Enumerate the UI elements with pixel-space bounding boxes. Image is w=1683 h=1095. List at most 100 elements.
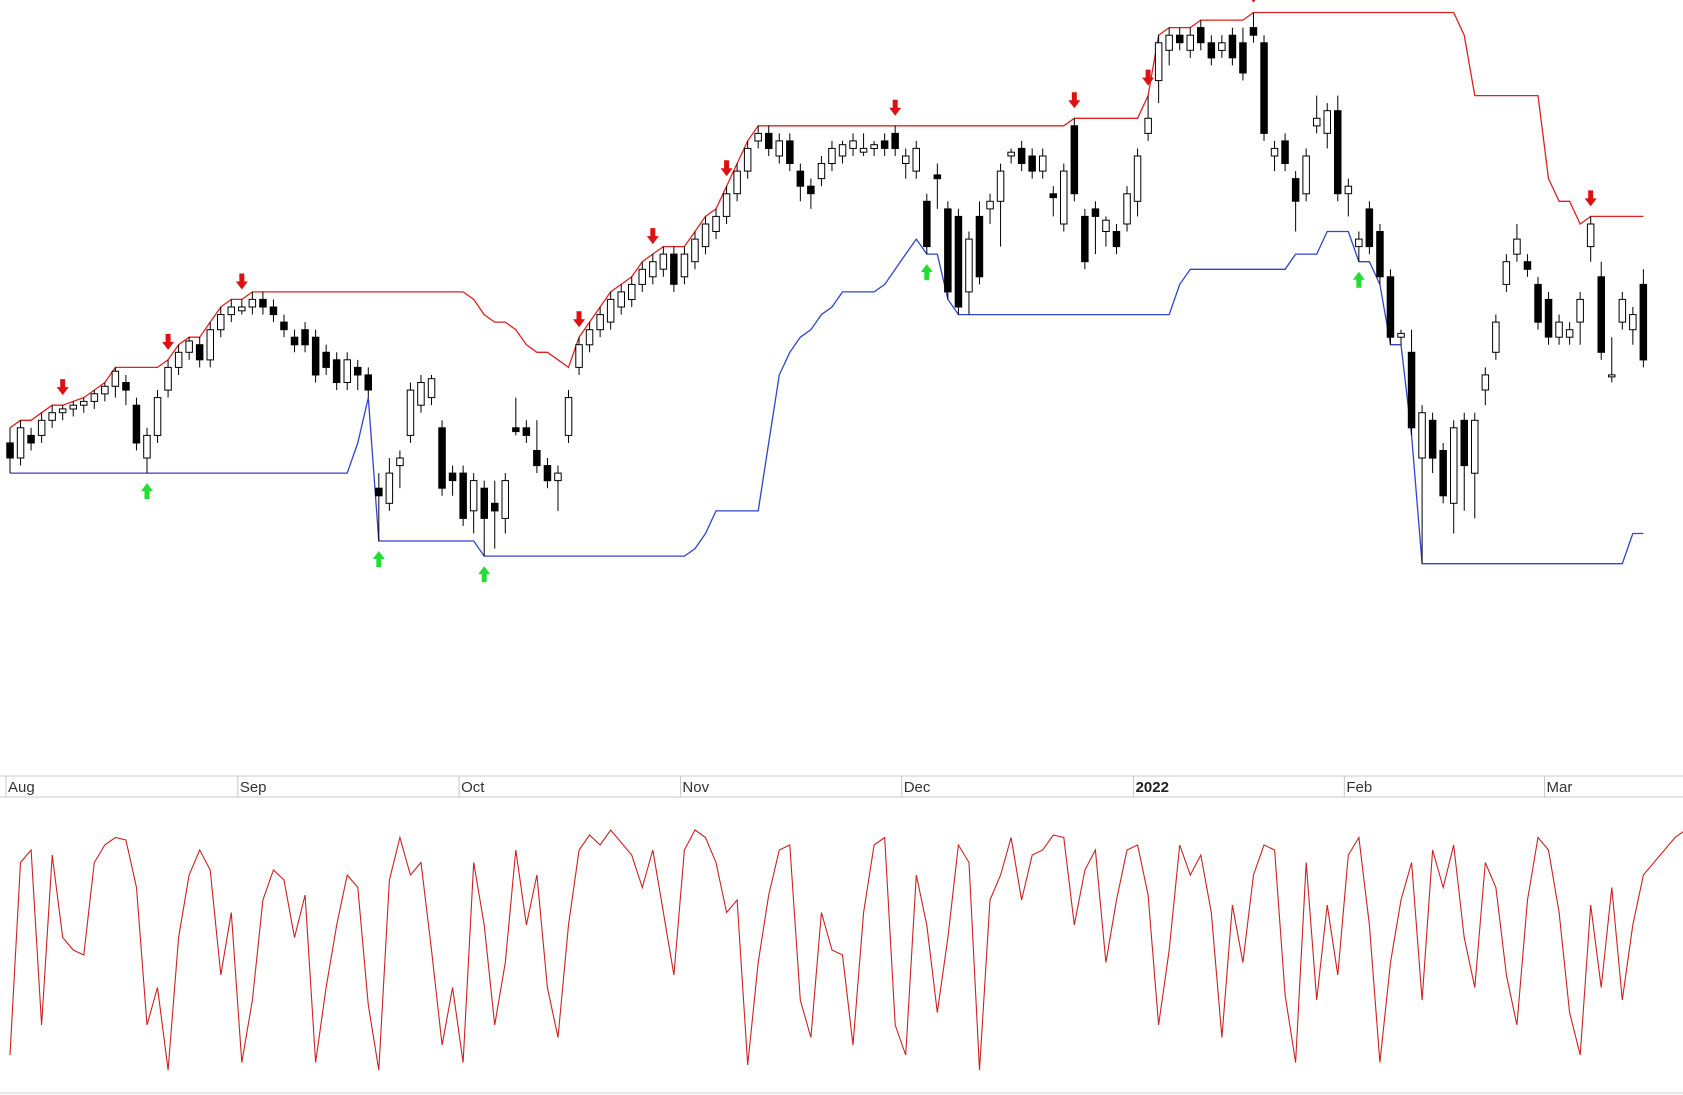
candle: [1260, 35, 1268, 141]
candle-body: [248, 298, 257, 308]
candle-body: [1597, 276, 1605, 353]
candle-body: [1355, 238, 1363, 248]
candle: [1291, 171, 1300, 232]
candle: [143, 427, 151, 474]
candle-body: [512, 427, 520, 433]
candle: [1407, 329, 1416, 436]
candle: [891, 125, 899, 156]
candle-body: [385, 472, 394, 504]
candle-body: [933, 174, 942, 180]
candle-body: [1260, 42, 1268, 134]
candle-body: [1376, 231, 1384, 278]
candle-body: [796, 170, 805, 187]
candle-body: [16, 427, 25, 459]
candle-body: [1313, 117, 1321, 127]
candle-body: [828, 147, 836, 164]
buy-arrow-icon: [478, 566, 491, 583]
candle-body: [1186, 34, 1194, 51]
candle: [722, 186, 731, 224]
candle: [217, 307, 225, 338]
candle: [1081, 208, 1089, 270]
candle-body: [1492, 321, 1500, 353]
candle: [90, 390, 99, 409]
candle-body: [1017, 147, 1026, 164]
candle-body: [1060, 170, 1068, 225]
candle: [680, 246, 689, 285]
candle: [1049, 186, 1057, 217]
candle: [691, 231, 699, 270]
candle-body: [491, 502, 499, 512]
candle-body: [1102, 219, 1110, 232]
candle: [944, 201, 952, 300]
candle-body: [691, 238, 699, 263]
candle-body: [6, 442, 14, 459]
candle: [1112, 223, 1121, 255]
buy-arrow-icon: [140, 483, 153, 500]
candle-body: [1629, 314, 1637, 331]
sell-arrow-icon: [1142, 69, 1155, 86]
candle: [69, 401, 77, 417]
candle-body: [1154, 42, 1163, 82]
date-ticks-group: Aug Sep Oct Nov Dec 2022 Feb Mar: [5, 776, 1572, 797]
candle: [396, 450, 404, 489]
candle-body: [406, 389, 415, 436]
candle: [1281, 133, 1289, 172]
buy-arrow-icon: [1352, 271, 1365, 288]
candle-body: [132, 404, 141, 444]
candle-body: [259, 298, 267, 308]
candle: [1523, 254, 1532, 277]
candle-body: [311, 336, 320, 376]
candle: [491, 480, 499, 549]
sell-arrow-icon: [573, 311, 586, 328]
candle: [1576, 291, 1584, 345]
candle: [828, 140, 836, 172]
candle-body: [1281, 140, 1289, 164]
candle-body: [322, 351, 330, 368]
candle-body: [870, 144, 878, 149]
sell-arrow-icon: [1251, 0, 1256, 3]
sell-arrow-icon: [56, 379, 69, 396]
candle-body: [1481, 374, 1490, 391]
candle: [1555, 314, 1563, 345]
candle: [111, 367, 120, 398]
candle-body: [227, 306, 235, 316]
candle-body: [649, 261, 657, 278]
date-tick-label: Feb: [1346, 779, 1372, 796]
candle: [585, 322, 594, 353]
candle: [1439, 442, 1447, 504]
candle-body: [596, 314, 604, 331]
buy-arrow-icon: [920, 264, 933, 281]
sell-arrow-icon: [1068, 92, 1081, 109]
candle-body: [1270, 147, 1279, 157]
candle: [185, 337, 193, 360]
candle: [1228, 27, 1237, 66]
candle-body: [575, 344, 583, 368]
candle: [301, 322, 309, 353]
candle: [1534, 276, 1542, 330]
candle-body: [680, 253, 689, 278]
candle: [269, 299, 278, 323]
candle-body: [269, 306, 278, 316]
candle-body: [1081, 215, 1089, 263]
candle-body: [628, 283, 636, 300]
candle-body: [743, 147, 752, 172]
oscillator-line: [9, 829, 1683, 1071]
lower-channel-line: [10, 230, 1644, 565]
candle-body: [1534, 283, 1542, 323]
candle: [1133, 148, 1142, 217]
candle: [37, 412, 46, 443]
candle: [385, 458, 394, 511]
candle-body: [206, 329, 214, 361]
candle: [1060, 163, 1068, 232]
candle: [311, 329, 320, 383]
candle: [1565, 322, 1574, 345]
candle: [712, 208, 720, 240]
candle-body: [1418, 412, 1426, 459]
candle: [1249, 12, 1258, 43]
sell-arrow-icon: [162, 333, 175, 350]
candle-body: [1544, 298, 1553, 338]
candle-body: [902, 155, 910, 164]
candle: [512, 397, 520, 436]
candle-body: [396, 457, 404, 467]
candle-body: [1176, 34, 1184, 44]
